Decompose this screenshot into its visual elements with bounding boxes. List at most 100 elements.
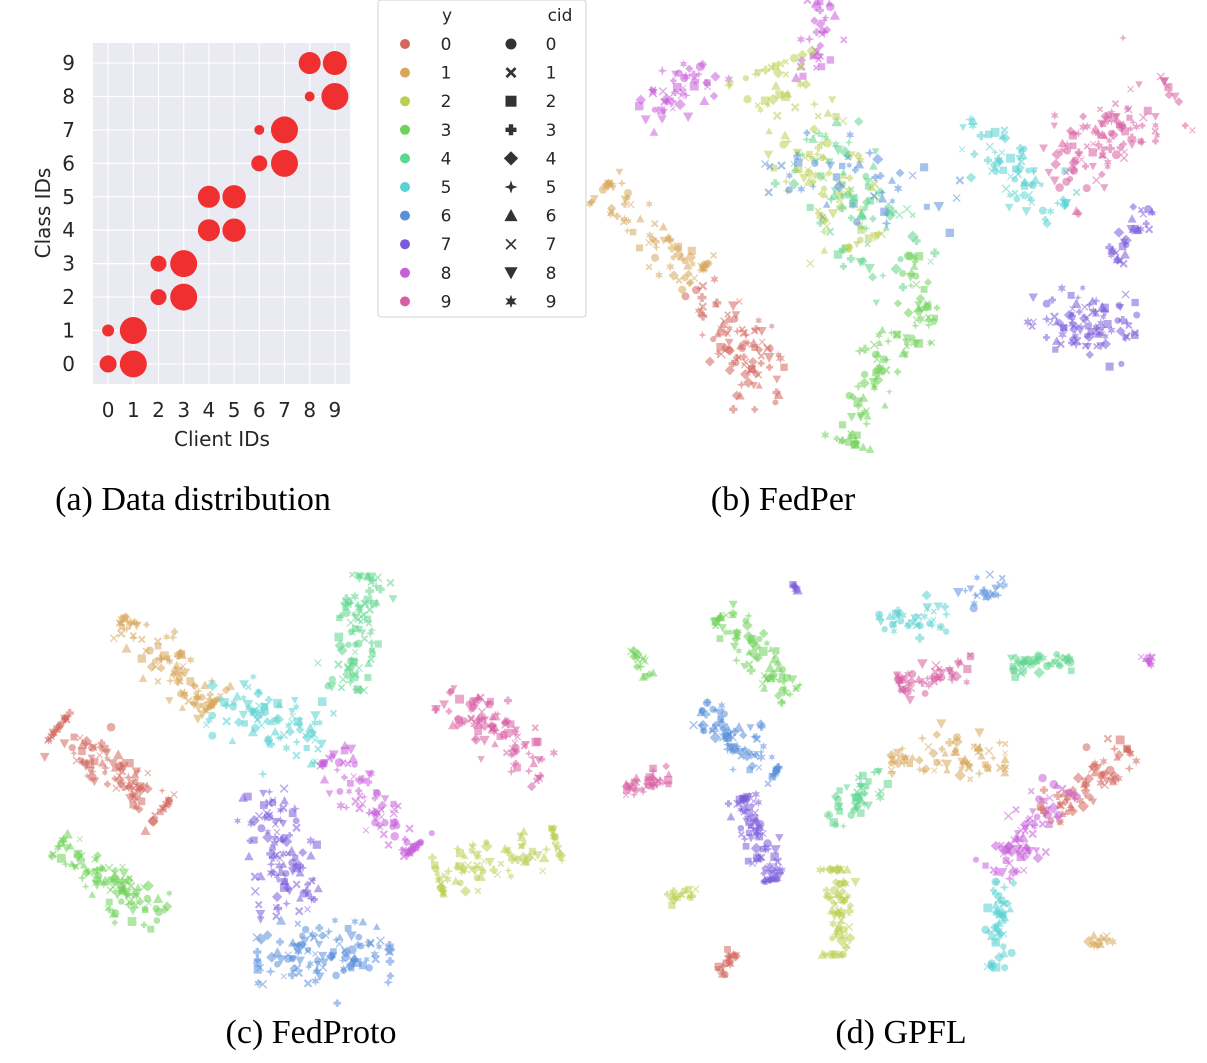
scatter-point (1042, 299, 1051, 308)
scatter-point (368, 808, 376, 816)
scatter-point (259, 789, 268, 798)
legend-y-label: 5 (441, 178, 452, 198)
scatter-point (639, 654, 648, 662)
legend-y-swatch (400, 67, 410, 78)
scatter-point (206, 699, 217, 711)
scatter-point (1109, 777, 1118, 786)
scatter-point (271, 891, 283, 903)
scatter-point (262, 930, 273, 941)
scatter-point (336, 644, 348, 656)
scatter-point (1038, 206, 1047, 215)
legend-y-swatch (400, 239, 410, 250)
scatter-point (292, 751, 301, 760)
scatter-point (861, 790, 869, 797)
scatter-point (915, 633, 925, 643)
scatter-point (1072, 188, 1081, 197)
scatter-point (871, 173, 880, 182)
x-tick-label: 0 (102, 398, 115, 422)
scatter-point (981, 925, 990, 935)
scatter-point (248, 814, 260, 827)
scatter-point (364, 658, 373, 668)
scatter-point (290, 943, 301, 952)
scatter-point (791, 72, 802, 82)
scatter-point (916, 659, 928, 670)
scatter-point (106, 876, 114, 884)
cluster-class-3 (893, 251, 941, 348)
scatter-point (710, 71, 721, 82)
scatter-point (992, 922, 1000, 930)
scatter-point (635, 101, 644, 111)
scatter-point (745, 829, 753, 836)
scatter-point (894, 606, 903, 615)
scatter-point (304, 881, 311, 888)
cluster-class-1 (1083, 931, 1118, 951)
scatter-point (276, 732, 286, 743)
scatter-point (903, 669, 912, 679)
scatter-point (862, 172, 870, 180)
scatter-point (645, 199, 653, 209)
scatter-point (122, 624, 132, 634)
scatter-point (740, 361, 749, 369)
scatter-point (1105, 136, 1113, 145)
scatter-point (764, 780, 772, 788)
scatter-point (687, 246, 696, 255)
scatter-point (986, 930, 998, 940)
scatter-point (1046, 206, 1055, 216)
scatter-point (1057, 283, 1067, 294)
scatter-point (854, 345, 865, 357)
scatter-point (649, 127, 659, 136)
scatter-point (355, 933, 363, 941)
scatter-point (471, 735, 480, 744)
scatter-point (763, 344, 773, 354)
scatter-point (130, 795, 138, 803)
scatter-point (351, 648, 359, 656)
scatter-point (813, 50, 823, 60)
scatter-point (202, 721, 210, 729)
scatter-point (803, 129, 811, 137)
scatter-point (754, 798, 763, 807)
scatter-point (1111, 150, 1121, 160)
scatter-point (683, 261, 693, 270)
scatter-point (829, 190, 840, 200)
scatter-point (765, 870, 775, 879)
scatter-point (1051, 148, 1063, 161)
scatter-point (887, 766, 896, 775)
scatter-point (819, 213, 827, 221)
scatter-point (654, 270, 664, 280)
scatter-point (966, 172, 977, 183)
scatter-point (390, 800, 397, 807)
scatter-point (708, 722, 720, 733)
scatter-point (751, 750, 759, 759)
scatter-point (126, 874, 133, 882)
scatter-point (809, 182, 817, 191)
scatter-point (806, 45, 818, 57)
scatter-point (908, 615, 918, 626)
scatter-point (638, 785, 646, 794)
scatter-point (351, 917, 359, 926)
scatter-point (955, 176, 965, 185)
y-tick-label: 3 (62, 252, 75, 276)
scatter-point (858, 223, 865, 231)
scatter-point (1146, 660, 1156, 670)
scatter-point (864, 241, 871, 248)
scatter-point (331, 916, 339, 925)
legend-cid-label: 1 (546, 64, 557, 84)
scatter-point (126, 617, 135, 628)
scatter-point (713, 349, 723, 358)
scatter-point (359, 686, 369, 695)
scatter-point (832, 928, 840, 936)
scatter-point (534, 756, 544, 765)
scatter-point (993, 952, 1005, 963)
scatter-point (500, 843, 510, 853)
scatter-point (921, 689, 929, 697)
scatter-point (1050, 312, 1059, 322)
cluster-class-1 (109, 612, 235, 724)
scatter-point (773, 872, 784, 882)
scatter-point (507, 872, 515, 881)
scatter-point (1137, 138, 1144, 145)
scatter-point (259, 801, 268, 809)
scatter-point (844, 906, 854, 916)
scatter-point (648, 88, 658, 98)
scatter-point (161, 901, 173, 912)
scatter-point (351, 797, 361, 806)
